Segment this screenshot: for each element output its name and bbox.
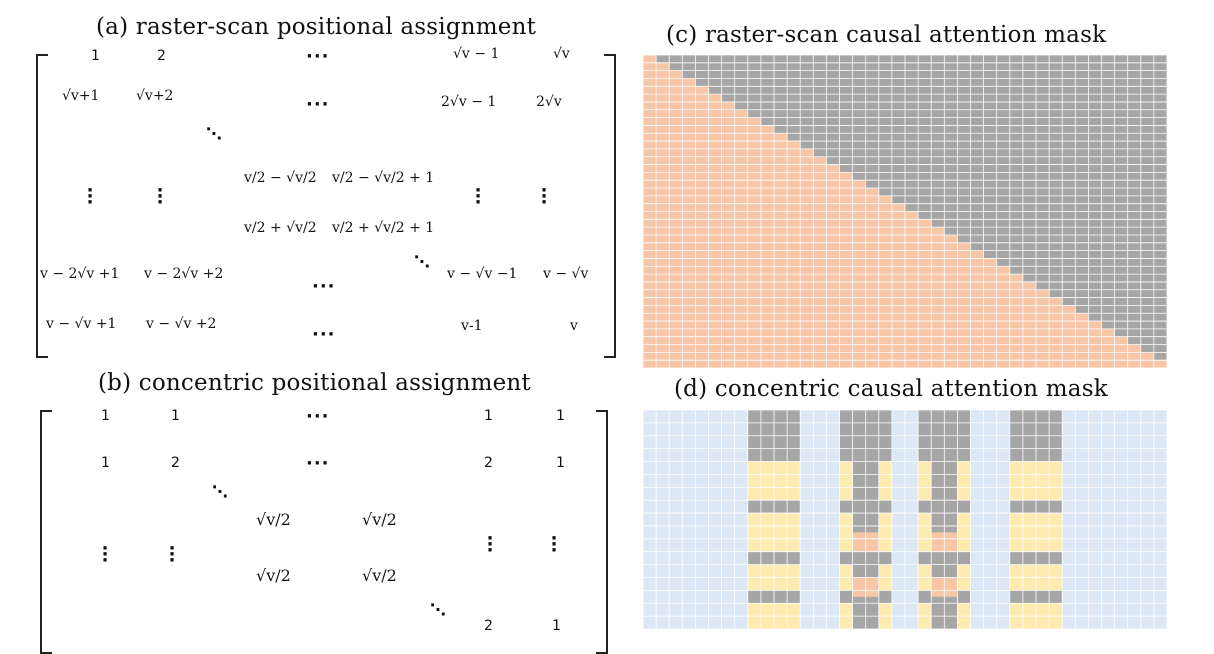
mask-c-attend-row [643, 70, 683, 79]
mask-c-attend-row [643, 148, 814, 157]
b-vellipsis-col5: · · · [550, 528, 558, 561]
a-r2-hellipsis: ··· [306, 94, 330, 115]
a-r2-c2: √v+2 [136, 88, 174, 104]
a-r6-c2: v − √v +2 [146, 316, 217, 332]
panel-a-matrix: 1 2 ··· √v − 1 √v √v+1 √v+2 ··· 2√v − 1 … [0, 0, 630, 370]
mask-d-yellow-band [878, 461, 892, 501]
mask-d-yellow-band [957, 461, 971, 501]
b-diag-ellipsis-1: ⋱ [212, 482, 228, 501]
mask-d-yellow-band [918, 513, 932, 552]
b-vellipsis-col2: · · · [168, 538, 176, 571]
b-r1-hellipsis: ··· [306, 406, 330, 427]
b-r1-c4: 1 [484, 408, 493, 424]
panel-d-title: (d) concentric causal attention mask [674, 376, 1108, 402]
a-r5-c2: v − 2√v +2 [144, 266, 224, 282]
matrix-b-left-bracket [40, 410, 52, 654]
mask-c-attend-row [643, 258, 997, 267]
a-vellipsis-col5: · · · [540, 180, 548, 213]
a-r2-c1: √v+1 [62, 88, 100, 104]
raster-scan-mask-grid [643, 55, 1167, 368]
mask-c-attend-row [643, 101, 735, 110]
matrix-a-left-bracket [36, 54, 48, 358]
a-vellipsis-col2: · · · [156, 180, 164, 213]
b-r2-c2: 2 [171, 455, 180, 471]
a-r2-c4: 2√v − 1 [441, 94, 497, 110]
b-r2-c5: 1 [556, 455, 565, 471]
a-vellipsis-col1: · · · [86, 180, 94, 213]
mask-c-attend-row [643, 180, 866, 189]
b-diag-ellipsis-2: ⋱ [430, 600, 446, 619]
a-r5-c5: v − √v [543, 266, 589, 282]
b-mid-11: √v/2 [256, 510, 291, 529]
b-r2-c1: 1 [101, 455, 110, 471]
mask-c-attend-row [643, 352, 1154, 361]
b-r5-c5: 1 [552, 618, 561, 634]
mask-c-attend-row [643, 274, 1023, 282]
a-r1-c1: 1 [91, 48, 100, 64]
a-mid-22: v/2 + √v/2 + 1 [332, 220, 435, 236]
b-vellipsis-col1: · · · [101, 538, 109, 571]
a-r1-c2: 2 [157, 48, 166, 64]
a-r1-c5: √v [553, 46, 570, 62]
mask-c-attend-row [643, 55, 657, 63]
a-diag-ellipsis-1: ⋱ [206, 124, 222, 143]
mask-c-attend-row [643, 86, 709, 95]
matrix-a-right-bracket [604, 54, 616, 358]
mask-c-attend-row [643, 195, 892, 204]
mask-c-attend-row [643, 211, 919, 220]
a-r5-hellipsis: ··· [312, 276, 336, 297]
a-r5-c1: v − 2√v +1 [40, 266, 120, 282]
concentric-mask-grid [643, 410, 1167, 629]
panel-b-matrix: 1 1 ··· 1 1 1 2 ··· 2 1 ⋱ · · · · · · · · · · ·… [0, 400, 630, 654]
mask-d-yellow-band [839, 461, 853, 501]
a-mid-11: v/2 − √v/2 [244, 170, 317, 186]
b-r1-c2: 1 [171, 408, 180, 424]
mask-c-attend-row [643, 289, 1050, 298]
mask-c-attend-row [643, 164, 840, 173]
mask-d-yellow-band [918, 461, 932, 501]
b-r1-c5: 1 [556, 408, 565, 424]
mask-c-attend-row [643, 336, 1128, 345]
b-r5-c4: 2 [484, 618, 493, 634]
mask-c-attend-row [643, 321, 1102, 329]
b-vellipsis-col4: · · · [486, 528, 494, 561]
b-mid-12: √v/2 [362, 510, 397, 529]
panel-c-title: (c) raster-scan causal attention mask [666, 22, 1107, 48]
mask-d-yellow-band [957, 513, 971, 552]
a-vellipsis-col4: · · · [474, 180, 482, 213]
a-mid-21: v/2 + √v/2 [244, 220, 317, 236]
a-mid-12: v/2 − √v/2 + 1 [332, 170, 435, 186]
mask-c-attend-row [643, 305, 1076, 314]
mask-d-yellow-band [878, 513, 892, 552]
a-r6-c4: v-1 [461, 318, 483, 334]
a-r1-hellipsis: ··· [306, 46, 330, 67]
mask-c-attend-row [643, 242, 971, 251]
mask-c-attend-row [643, 133, 788, 142]
b-r2-hellipsis: ··· [306, 453, 330, 474]
panel-a-title: (a) raster-scan positional assignment [96, 14, 537, 40]
b-mid-22: √v/2 [362, 566, 397, 585]
mask-c-attend-row [643, 227, 945, 235]
b-r2-c4: 2 [484, 455, 493, 471]
mask-d-yellow-band [839, 513, 853, 552]
matrix-b-right-bracket [596, 410, 608, 654]
a-diag-ellipsis-2: ⋱ [414, 252, 430, 271]
a-r2-c5: 2√v [536, 94, 562, 110]
a-r6-c1: v − √v +1 [46, 316, 117, 332]
b-mid-21: √v/2 [256, 566, 291, 585]
a-r6-hellipsis: ··· [312, 324, 336, 345]
mask-c-attend-row [643, 117, 761, 126]
a-r5-c4: v − √v −1 [447, 266, 518, 282]
a-r6-c5: v [570, 318, 578, 334]
b-r1-c1: 1 [101, 408, 110, 424]
a-r1-c4: √v − 1 [453, 46, 500, 62]
panel-b-title: (b) concentric positional assignment [98, 370, 531, 396]
